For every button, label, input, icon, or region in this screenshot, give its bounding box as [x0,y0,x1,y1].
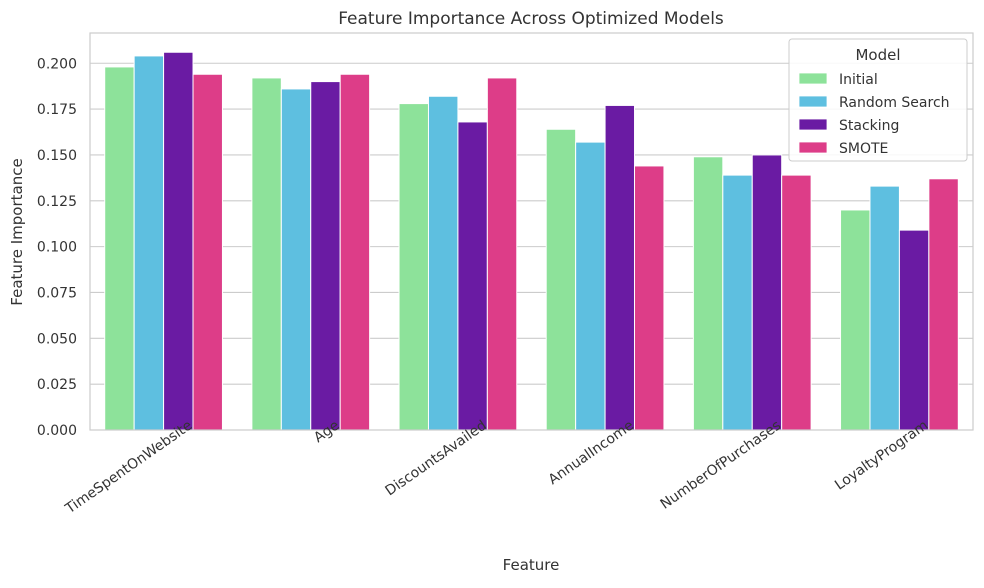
bar-smote-numberofpurchases [781,174,812,431]
y-tick-label: 0.025 [37,377,77,393]
legend-label: Initial [839,72,878,88]
bar-initial-numberofpurchases [692,156,724,431]
legend-title: Model [855,46,900,64]
bar-initial-discountsavailed [398,103,429,431]
bar-random-search-timespentonwebsite [133,55,165,431]
legend-label: Random Search [839,95,950,111]
y-tick-label: 0.100 [37,240,77,256]
bars [104,51,959,431]
bar-smote-annualincome [634,165,665,431]
legend-swatch [798,118,828,131]
bar-initial-age [251,77,282,431]
bar-stacking-discountsavailed [457,121,488,431]
bar-random-search-numberofpurchases [722,174,753,431]
bar-initial-loyaltyprogram [840,209,871,431]
legend-swatch [798,72,828,85]
bar-random-search-age [280,88,312,431]
y-tick-label: 0.075 [37,285,77,301]
legend-swatch [798,95,828,108]
bar-stacking-age [310,81,341,431]
y-tick-label: 0.050 [37,331,77,347]
y-tick-label: 0.150 [37,148,77,164]
bar-initial-timespentonwebsite [104,66,135,431]
bar-stacking-annualincome [604,104,636,431]
plot-frame [89,32,974,431]
bar-stacking-numberofpurchases [751,154,783,431]
bar-initial-annualincome [545,128,577,431]
bar-random-search-loyaltyprogram [869,185,900,431]
legend-box [788,38,968,162]
legend-label: Stacking [839,118,899,134]
legend-items: Initial Random Search Stacking SMOTE [798,72,950,157]
bar-stacking-timespentonwebsite [163,51,194,431]
y-tick-label: 0.200 [37,56,77,72]
legend-swatch [798,141,828,154]
y-tick-label: 0.000 [37,423,77,439]
legend: Model Initial Random Search Stacking SMOTE [788,38,968,162]
legend-label: SMOTE [839,141,888,157]
bar-random-search-discountsavailed [427,95,459,431]
y-tick-label: 0.175 [37,102,77,118]
y-axis-label: Feature Importance [8,158,26,305]
y-tick-labels: 0.000 0.025 0.050 0.075 0.100 0.125 0.150 0.175… [37,56,77,439]
bar-smote-timespentonwebsite [192,73,223,431]
bar-smote-loyaltyprogram [928,178,959,431]
bar-smote-discountsavailed [486,77,518,431]
x-axis-label: Feature [503,556,560,574]
bar-smote-age [339,73,371,431]
bar-random-search-annualincome [575,141,606,431]
y-tick-label: 0.125 [37,194,77,210]
chart-title: Feature Importance Across Optimized Mode… [338,9,724,29]
bar-stacking-loyaltyprogram [898,229,930,431]
